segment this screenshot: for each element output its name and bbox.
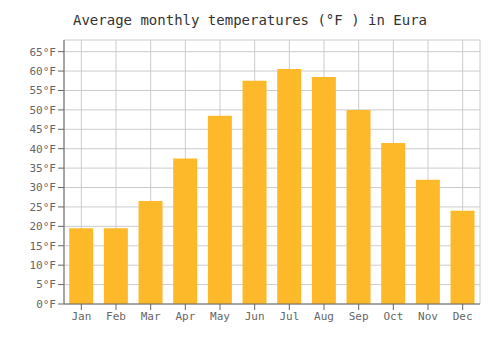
svg-text:Apr: Apr — [175, 310, 195, 323]
svg-text:25°F: 25°F — [30, 201, 57, 214]
svg-text:10°F: 10°F — [30, 259, 57, 272]
svg-text:Jun: Jun — [245, 310, 265, 323]
svg-text:Jan: Jan — [71, 310, 91, 323]
svg-text:Nov: Nov — [418, 310, 438, 323]
svg-text:Mar: Mar — [141, 310, 161, 323]
svg-text:65°F: 65°F — [30, 46, 57, 59]
svg-text:40°F: 40°F — [30, 143, 57, 156]
svg-text:15°F: 15°F — [30, 240, 57, 253]
svg-text:60°F: 60°F — [30, 65, 57, 78]
svg-text:May: May — [210, 310, 230, 323]
svg-text:Sep: Sep — [349, 310, 369, 323]
svg-text:30°F: 30°F — [30, 181, 57, 194]
svg-text:Jul: Jul — [279, 310, 299, 323]
svg-text:5°F: 5°F — [36, 278, 56, 291]
svg-text:55°F: 55°F — [30, 84, 57, 97]
svg-text:Feb: Feb — [106, 310, 126, 323]
svg-text:Oct: Oct — [383, 310, 403, 323]
svg-text:0°F: 0°F — [36, 298, 56, 311]
html-text:Average monthly temperatures (: Average monthly temperatures (°F ) in Eu… — [73, 12, 427, 28]
svg-text:35°F: 35°F — [30, 162, 57, 175]
svg-text:Aug: Aug — [314, 310, 334, 323]
svg-text:45°F: 45°F — [30, 123, 57, 136]
svg-text:Dec: Dec — [453, 310, 473, 323]
svg-text:20°F: 20°F — [30, 220, 57, 233]
svg-text:50°F: 50°F — [30, 104, 57, 117]
